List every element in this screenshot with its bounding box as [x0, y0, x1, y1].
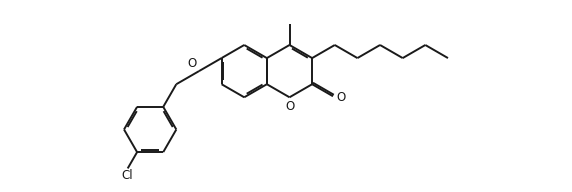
Text: O: O — [285, 100, 294, 113]
Text: O: O — [188, 57, 197, 70]
Text: Cl: Cl — [121, 169, 133, 182]
Text: O: O — [336, 91, 345, 104]
